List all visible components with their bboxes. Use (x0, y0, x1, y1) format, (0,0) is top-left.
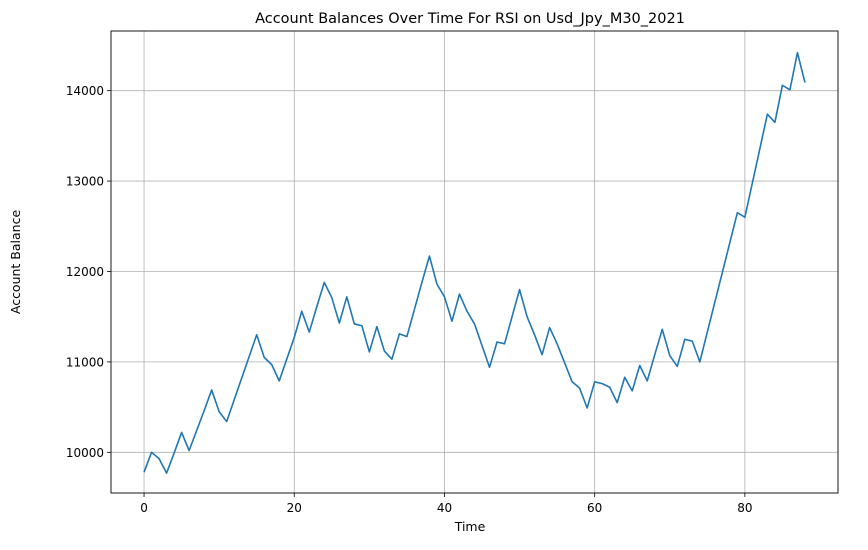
y-tick-label: 11000 (66, 355, 104, 369)
x-tick-label: 20 (287, 501, 302, 515)
y-axis-ticks: 10000 11000 12000 13000 14000 (66, 84, 111, 460)
x-axis-label: Time (454, 519, 486, 534)
x-tick-label: 40 (437, 501, 452, 515)
y-axis-label: Account Balance (8, 210, 23, 315)
y-tick-label: 13000 (66, 175, 104, 189)
x-tick-label: 0 (140, 501, 148, 515)
series-layer (143, 51, 806, 474)
series-line (143, 51, 806, 474)
chart-title: Account Balances Over Time For RSI on Us… (255, 11, 685, 27)
y-tick-label: 10000 (66, 446, 104, 460)
x-tick-label: 60 (587, 501, 602, 515)
y-tick-label: 12000 (66, 265, 104, 279)
y-tick-label: 14000 (66, 84, 104, 98)
x-tick-label: 80 (737, 501, 752, 515)
plot-frame (110, 30, 839, 494)
x-axis-ticks: 0 20 40 60 80 (140, 493, 753, 515)
grid-lines (111, 31, 838, 493)
